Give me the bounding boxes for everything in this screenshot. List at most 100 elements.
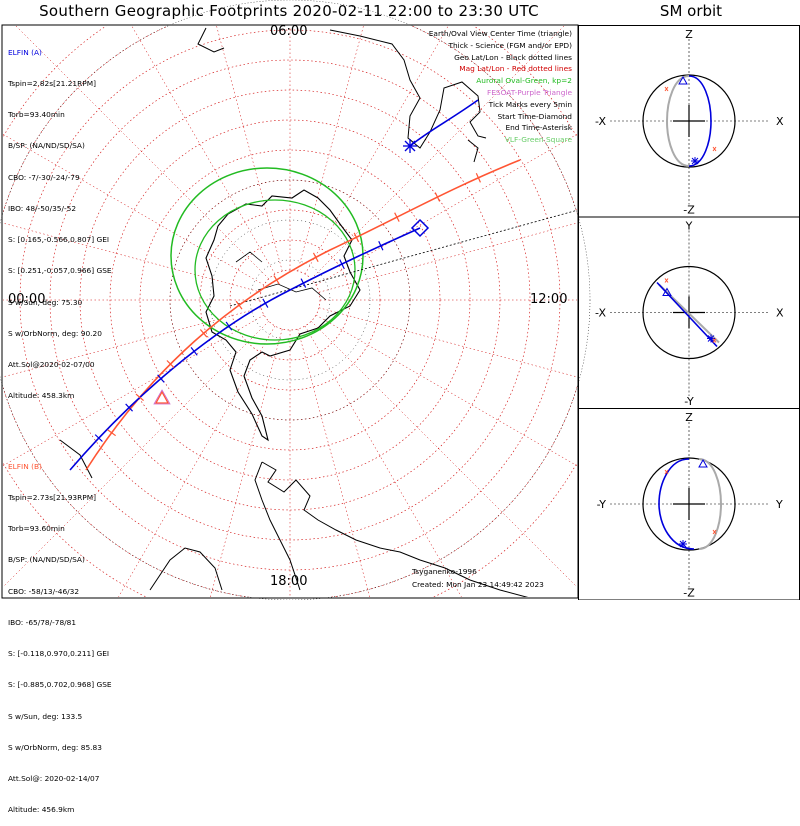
sm-axis-label-bottom: -Z [683, 587, 695, 600]
mag-lon-line [3, 307, 262, 378]
mag-lon-line [318, 307, 577, 378]
legend-entry: FESOAT-Purple Triangle [487, 87, 572, 97]
mag-lon-line [3, 314, 265, 466]
mag-lon-line [118, 325, 276, 597]
elfin-a-tick [225, 321, 233, 331]
elfin-a-line: B/SP: (NA/ND/SD/SA) [8, 141, 85, 151]
elfin-a-tick [125, 403, 134, 412]
new-zealand-coastline [197, 27, 479, 163]
legend-entry: Auroral Oval-Green, kp=2 [476, 76, 572, 86]
elfin-b-tick [353, 232, 360, 243]
mag-lon-line [131, 26, 276, 275]
elfin-a-tick [190, 347, 198, 356]
elfin-a-line: S w/OrbNorm, deg: 90.20 [8, 328, 102, 338]
south-america-coastline [254, 461, 529, 597]
hour-label-top: 06:00 [270, 24, 308, 39]
elfin-a-line: IBO: 48/-50/35/-52 [8, 203, 77, 213]
elfin-a-end-asterisk [403, 139, 417, 153]
sm-triangle [678, 75, 688, 85]
elfin-a-tick [94, 434, 103, 442]
elfin-a-tick [262, 298, 269, 308]
elfin-b-line: Tspin=2.73s[21.93RPM] [8, 493, 96, 503]
mag-lon-line [216, 26, 283, 272]
earth-circle [642, 457, 736, 551]
polar-footprint-map [0, 0, 591, 600]
elfin-b-line: CBO: -58/13/-46/32 [8, 586, 80, 596]
legend-entry: Thick - Science (FGM and/or EPD) [448, 40, 572, 50]
geo-lat-ring [209, 219, 371, 381]
elfin-b-tick [273, 275, 280, 285]
elfin-b-tick [135, 393, 144, 401]
elfin-b-line: S: [-0.885,0.702,0.968] GSE [8, 680, 112, 690]
antarctica-coastline [205, 189, 361, 442]
elfin-b-info: ELFIN (B) Tspin=2.73s[21.93RPM] Torb=93.… [8, 441, 112, 826]
sm-axis-label-right: X [776, 307, 784, 320]
sm-orbit-panels: Z -Z -X X Y -Y -X X Z -Z -Y Y [578, 25, 800, 600]
mag-lon-line [15, 26, 269, 279]
elfin-a-tick [339, 259, 345, 269]
elfin-a-track [69, 227, 421, 471]
sm-orbit-gray [698, 458, 723, 550]
elfin-b-tick [235, 300, 243, 310]
elfin-b-tick [394, 212, 400, 222]
elfin-a-line: Altitude: 458.3km [8, 391, 75, 401]
hour-label-right: 12:00 [530, 292, 568, 307]
legend-entry: Earth/Oval View Center Time (triangle) [428, 29, 572, 38]
hour-label-bottom: 18:00 [270, 574, 308, 589]
mag-lat-ring [109, 119, 471, 481]
sm-asterisk [691, 157, 699, 165]
created-timestamp: Created: Mon Jan 23 14:49:42 2023 [412, 580, 544, 589]
earth-circle [642, 265, 736, 360]
track-tick-marks [94, 172, 481, 442]
sm-orange-marks [664, 278, 717, 343]
sm-axis-label-bottom: -Z [683, 204, 695, 217]
africa-coastline [59, 439, 223, 591]
elfin-a-line: S w/Sun, deg: 75.30 [8, 297, 83, 307]
mag-lat-ring [49, 59, 531, 541]
elfin-b-line: S: [-0.118,0.970,0.211] GEI [8, 649, 110, 659]
terminator-line [229, 209, 577, 307]
mag-lon-line [3, 134, 265, 286]
sm-axis-label-top: Z [685, 411, 693, 424]
elfin-b-line: B/SP: (NA/ND/SD/SA) [8, 555, 85, 565]
elfin-b-tick [475, 172, 481, 183]
sm-axis-label-left: -X [595, 307, 606, 320]
sm-axis-label-top: Z [685, 28, 693, 41]
sm-panel-2: Y -Y -X X [578, 216, 800, 409]
mag-lon-line [315, 134, 577, 286]
geo-lat-ring [249, 259, 331, 341]
sm-axis-label-left: -X [595, 115, 606, 128]
map-legend: Earth/Oval View Center Time (triangle) Th… [429, 28, 572, 146]
page-title: Southern Geographic Footprints 2020-02-1… [39, 2, 539, 20]
map-boundary-circle [0, 0, 591, 600]
mag-lon-line [315, 314, 577, 466]
elfin-b-line: IBO: -65/78/-78/81 [8, 617, 77, 627]
sm-asterisk [679, 540, 687, 548]
sm-axis-label-right: Y [775, 498, 783, 511]
elfin-b-tick [166, 360, 175, 368]
elfin-a-line: S: [0.251,-0.057,0.966] GSE [8, 266, 112, 276]
map-content [3, 26, 577, 597]
sm-orbit-blue [658, 458, 695, 550]
elfin-a-start-diamond [410, 218, 430, 238]
legend-entry: Start Time-Diamond [497, 111, 572, 121]
elfin-b-line: Att.Sol@: 2020-02-14/07 [8, 774, 100, 783]
mag-lon-line [311, 26, 565, 279]
elfin-a-tick [378, 240, 384, 251]
mag-lon-line [3, 222, 262, 293]
elfin-a-line: S: [0.165,-0.566,0.807] GEI [8, 235, 110, 245]
elfin-b-line: Altitude: 456.9km [8, 805, 75, 815]
sm-triangle [662, 287, 672, 296]
australia-coastline [329, 29, 487, 149]
mag-lon-line [311, 321, 577, 588]
legend-entry: End Time-Asterisk [505, 123, 572, 133]
auroral-oval-inner [194, 199, 356, 341]
sm-orbit-blue [656, 281, 718, 348]
elfin-a-tick [300, 278, 307, 288]
sm-orbit-title: SM orbit [659, 2, 723, 20]
mag-lat-grid [3, 26, 577, 597]
auroral-oval-outer [170, 167, 364, 345]
sm-asterisk [707, 334, 715, 343]
ice-shelf-line [235, 251, 327, 301]
elfin-b-name: ELFIN (B) [8, 461, 42, 471]
